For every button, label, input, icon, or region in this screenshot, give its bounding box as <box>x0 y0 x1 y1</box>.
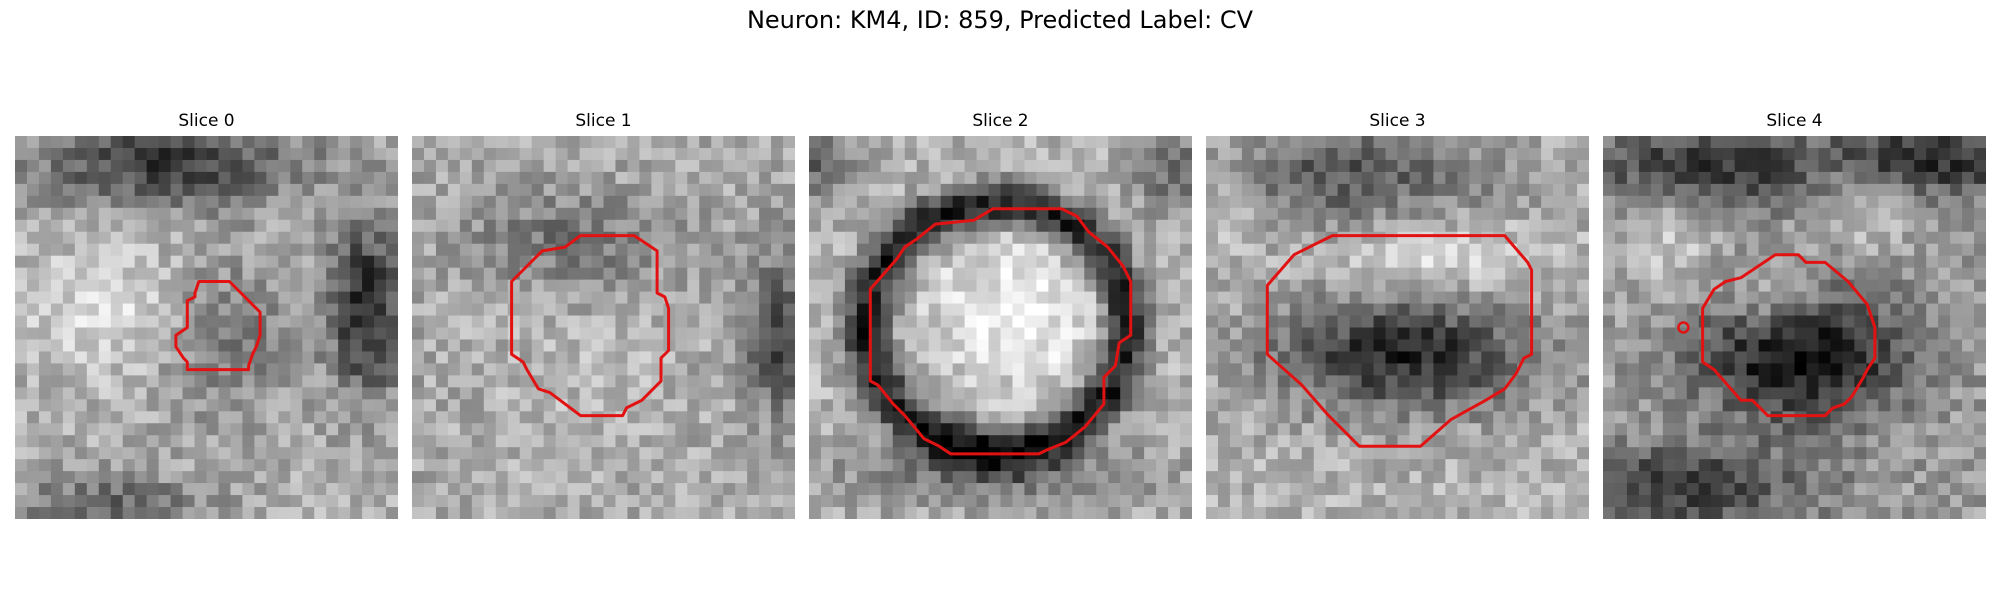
slice-panel-1: Slice 1 <box>412 108 795 519</box>
slice-panel-3: Slice 3 <box>1206 108 1589 519</box>
slice-panel-2: Slice 2 <box>809 108 1192 519</box>
roi-contour <box>1701 253 1877 418</box>
roi-contour <box>510 234 671 418</box>
slice-title-2: Slice 2 <box>972 111 1029 131</box>
slice-title-1: Slice 1 <box>575 111 632 131</box>
slice-image-4 <box>1603 136 1986 519</box>
slice-image-3 <box>1206 136 1589 519</box>
roi-contour <box>868 207 1133 456</box>
slice-image-0 <box>15 136 398 519</box>
slice-image-2 <box>809 136 1192 519</box>
slice-title-3: Slice 3 <box>1369 111 1426 131</box>
roi-contour <box>174 280 262 372</box>
roi-contour-small <box>1677 321 1690 334</box>
roi-contour <box>1265 234 1534 448</box>
slice-panel-4: Slice 4 <box>1603 108 1986 519</box>
slice-image-1 <box>412 136 795 519</box>
slice-title-0: Slice 0 <box>178 111 235 131</box>
slice-panel-0: Slice 0 <box>15 108 398 519</box>
figure-title: Neuron: KM4, ID: 859, Predicted Label: C… <box>746 6 1254 34</box>
slice-title-4: Slice 4 <box>1766 111 1823 131</box>
